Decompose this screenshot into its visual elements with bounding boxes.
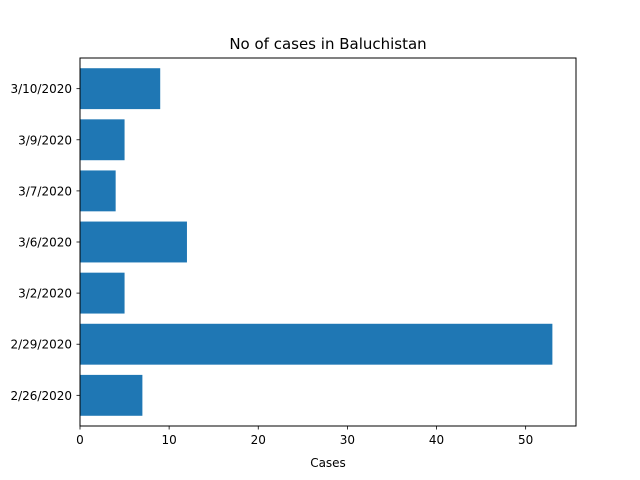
y-tick-label: 3/2/2020 [18, 287, 72, 301]
y-tick-label: 3/9/2020 [18, 133, 72, 147]
bar-3/2/2020 [80, 272, 125, 314]
chart-title: No of cases in Baluchistan [229, 35, 426, 53]
y-tick-label: 2/29/2020 [10, 338, 72, 352]
x-axis-ticks: 0 10 20 30 40 50 [76, 426, 533, 447]
x-tick-label: 10 [161, 433, 176, 447]
bar-2/26/2020 [80, 374, 143, 416]
bar-2/29/2020 [80, 323, 553, 365]
plot-frame [79, 57, 577, 427]
y-tick-label: 3/7/2020 [18, 184, 72, 198]
x-tick-label: 0 [76, 433, 84, 447]
bar-3/10/2020 [80, 68, 161, 110]
x-tick-label: 40 [429, 433, 444, 447]
x-tick-label: 30 [340, 433, 355, 447]
x-tick-label: 50 [518, 433, 533, 447]
y-tick-label: 3/6/2020 [18, 236, 72, 250]
y-axis-ticks: 2/26/2020 2/29/2020 3/2/2020 3/6/2020 3/7/20… [10, 82, 80, 403]
bar-3/9/2020 [80, 119, 125, 161]
y-tick-label: 2/26/2020 [10, 389, 72, 403]
x-axis-label: Cases [310, 456, 346, 470]
x-tick-label: 20 [251, 433, 266, 447]
bar-3/7/2020 [80, 170, 116, 212]
bars-group [80, 68, 553, 416]
y-tick-label: 3/10/2020 [10, 82, 72, 96]
bar-3/6/2020 [80, 221, 187, 263]
